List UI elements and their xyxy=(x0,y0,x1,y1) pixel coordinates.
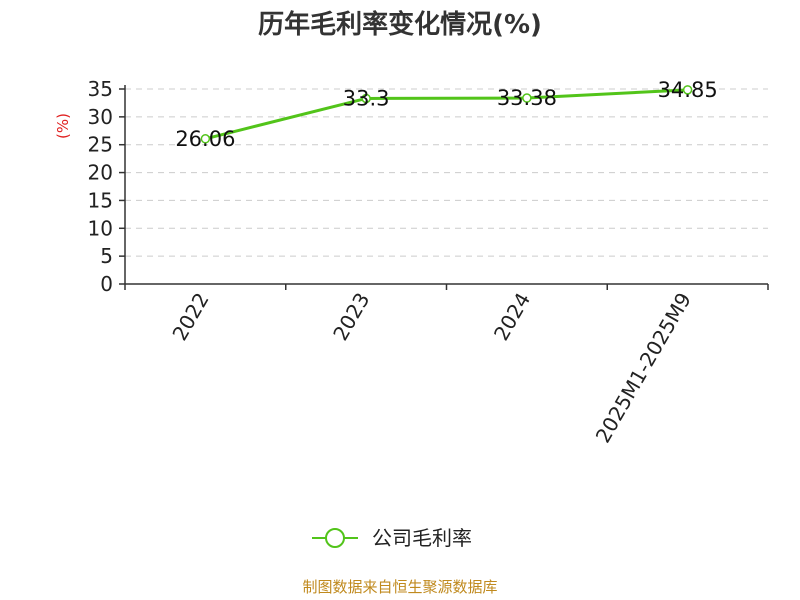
source-note: 制图数据来自恒生聚源数据库 xyxy=(302,578,497,596)
y-tick-label: 25 xyxy=(88,133,113,157)
x-tick-label: 2025M1-2025M9 xyxy=(591,289,696,447)
series-line xyxy=(205,88,688,141)
legend-marker-icon xyxy=(325,528,345,548)
legend-label: 公司毛利率 xyxy=(372,526,472,550)
x-axis-ticks: 2022 2023 2024 2025M1-2025M9 xyxy=(124,284,769,447)
y-tick-label: 30 xyxy=(88,105,113,129)
x-tick-label: 2022 xyxy=(167,289,213,345)
y-axis-label: (%) xyxy=(54,113,72,139)
data-label: 33.3 xyxy=(343,86,390,110)
data-label: 33.38 xyxy=(497,86,557,110)
chart-title: 历年毛利率变化情况(%) xyxy=(258,9,542,40)
data-point[interactable] xyxy=(522,93,532,103)
y-tick-label: 20 xyxy=(88,161,113,185)
y-tick-label: 5 xyxy=(100,244,113,268)
x-tick-label: 2023 xyxy=(328,289,374,345)
y-tick-label: 0 xyxy=(100,272,113,296)
data-label: 26.06 xyxy=(175,127,235,151)
grid-lines xyxy=(125,88,768,257)
y-tick-label: 15 xyxy=(88,188,113,212)
y-tick-label: 35 xyxy=(88,77,113,101)
y-tick-label: 10 xyxy=(88,216,113,240)
legend[interactable]: 公司毛利率 xyxy=(312,526,472,550)
x-tick-label: 2024 xyxy=(489,289,535,345)
y-axis-ticks: 0 5 10 15 20 25 30 35 xyxy=(88,77,125,296)
series-group: 26.06 33.3 33.38 34.85 xyxy=(175,78,717,151)
data-point[interactable] xyxy=(361,93,371,104)
data-point[interactable] xyxy=(682,85,693,95)
data-label: 34.85 xyxy=(658,78,718,102)
data-point[interactable] xyxy=(200,134,211,144)
